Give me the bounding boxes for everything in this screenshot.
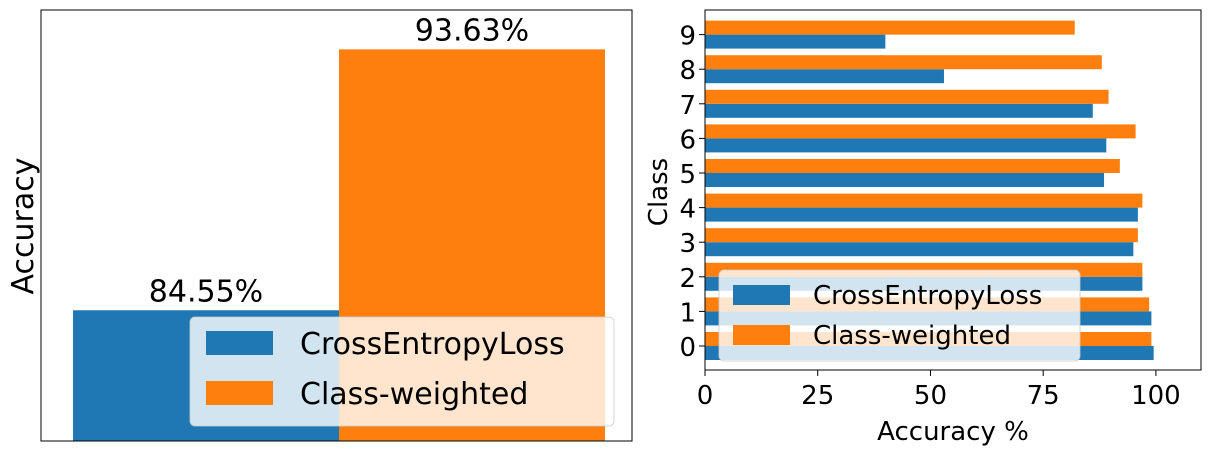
class-bar-cross-9 [705, 34, 886, 49]
class-bar-cross-8 [705, 69, 944, 84]
class-bar-cross-3 [705, 242, 1134, 257]
class-bar-cross-7 [705, 103, 1093, 118]
y-tick-label-8: 8 [679, 56, 696, 86]
y-tick-label-3: 3 [679, 229, 696, 259]
class-bar-cross-5 [705, 173, 1105, 187]
class-bar-cross-6 [705, 138, 1107, 153]
right-x-axis-label: Accuracy % [877, 417, 1029, 447]
left-plot-frame [40, 9, 633, 442]
overall-bar-label: 93.63% [415, 13, 529, 48]
y-tick-label-4: 4 [679, 195, 696, 225]
y-tick-label-0: 0 [679, 333, 696, 363]
left-legend-label-1: Class-weighted [300, 377, 528, 412]
class-bar-weighted-3 [705, 228, 1138, 243]
class-bar-cross-4 [705, 207, 1138, 222]
right-y-axis-label: Class [644, 158, 674, 226]
class-bar-weighted-6 [705, 124, 1136, 139]
class-bar-weighted-7 [705, 89, 1109, 104]
y-tick-label-5: 5 [679, 160, 696, 190]
left-y-axis-label: Accuracy [6, 158, 41, 295]
x-tick-label: 25 [801, 381, 834, 411]
x-tick-label: 50 [914, 381, 947, 411]
right-legend-label-1: Class-weighted [813, 321, 1011, 351]
overall-bar-label: 84.55% [149, 274, 263, 309]
y-tick-label-9: 9 [679, 22, 696, 52]
left-legend-swatch-1 [206, 381, 273, 405]
x-tick-label: 100 [1131, 381, 1181, 411]
right-legend-box [718, 269, 1081, 362]
left-legend-box [189, 316, 615, 427]
right-legend-label-0: CrossEntropyLoss [813, 281, 1042, 311]
class-bar-weighted-5 [705, 159, 1120, 173]
x-tick-label: 75 [1027, 381, 1060, 411]
left-legend-swatch-0 [206, 331, 273, 355]
class-bar-weighted-9 [705, 20, 1075, 35]
y-tick-label-1: 1 [679, 298, 696, 328]
y-tick-label-2: 2 [679, 264, 696, 294]
y-tick-label-7: 7 [679, 91, 696, 121]
class-bar-weighted-4 [705, 193, 1143, 208]
right-legend-swatch-0 [733, 285, 790, 305]
right-legend-swatch-1 [733, 325, 790, 345]
x-tick-label: 0 [697, 381, 714, 411]
left-legend-label-0: CrossEntropyLoss [300, 327, 565, 362]
y-tick-label-6: 6 [679, 125, 696, 155]
right-plot-frame [704, 9, 1202, 371]
class-bar-weighted-8 [705, 55, 1102, 70]
